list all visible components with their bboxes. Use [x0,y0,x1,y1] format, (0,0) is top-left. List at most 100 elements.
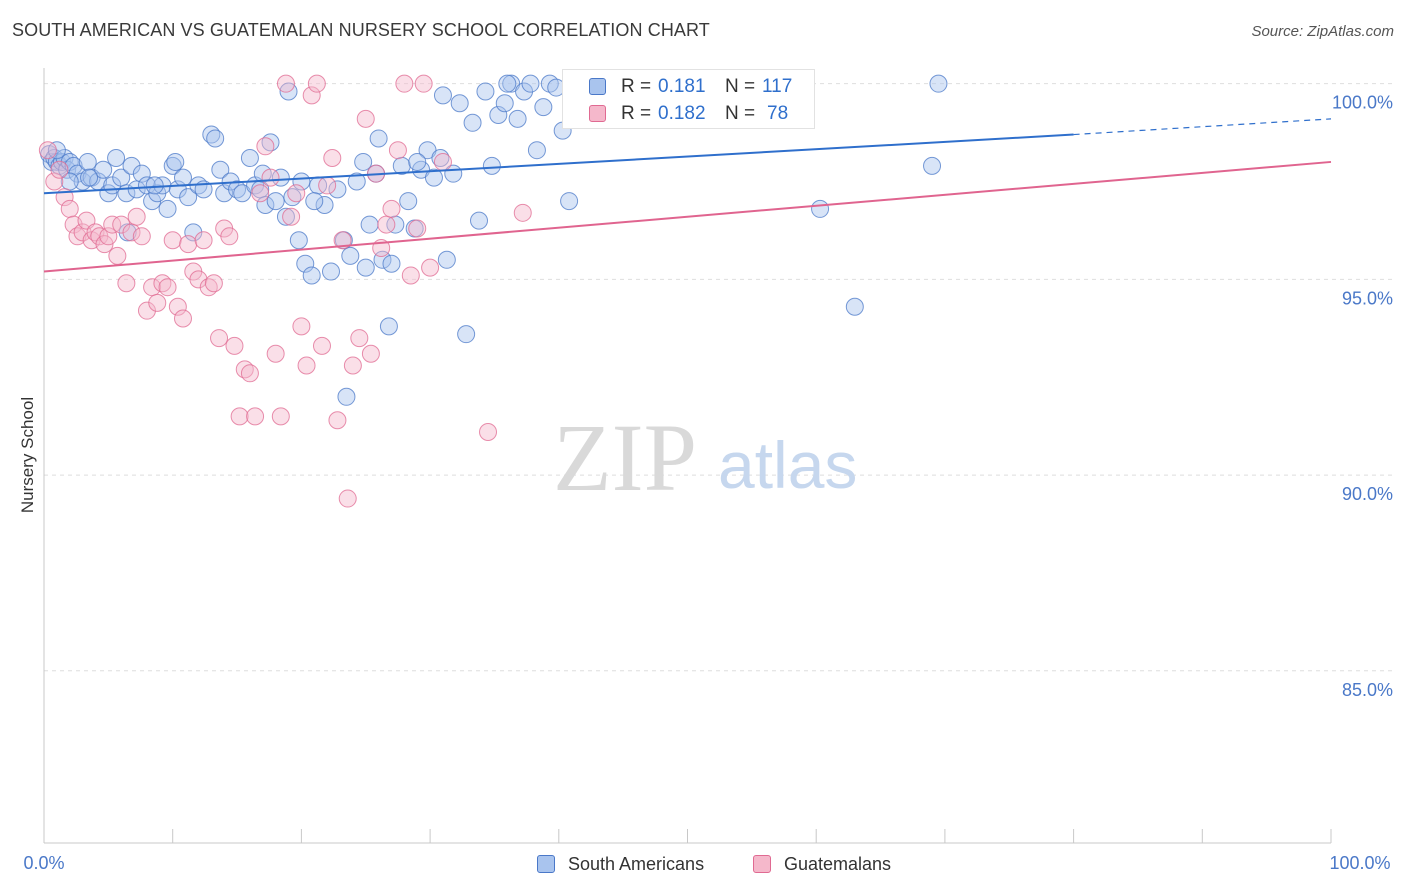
legend-swatch-pink [589,105,606,122]
data-point [145,176,164,195]
data-point [328,411,347,430]
data-point [271,407,290,426]
data-point [240,364,259,383]
bottom-legend-guatemalans: Guatemalans [753,853,933,875]
data-point [148,293,167,312]
data-point [78,152,97,171]
data-point [158,278,177,297]
data-point [251,184,270,203]
data-point [508,109,527,128]
x-tick-label: 0.0% [23,853,64,873]
trend-line-south-americans [43,133,1074,195]
data-point [271,168,290,187]
data-point [173,309,192,328]
data-point [302,86,321,105]
legend-row-guatemalans: R = 0.182 N = 78 [563,102,814,126]
data-point [401,266,420,285]
axes [43,68,1332,844]
data-point [179,235,198,254]
data-point [179,188,198,207]
chart-title: SOUTH AMERICAN VS GUATEMALAN NURSERY SCH… [12,20,710,40]
data-point [437,250,456,269]
y-tick-label: 100.0% [1332,93,1393,113]
data-point [296,254,315,273]
data-point [210,329,229,348]
data-point [302,266,321,285]
data-point [350,329,369,348]
legend-swatch-blue [589,78,606,95]
data-point [811,199,830,218]
data-point [266,192,285,211]
data-point [307,74,326,93]
data-point [408,152,427,171]
legend-r-label: R = [621,76,652,97]
bottom-legend-label: Guatemalans [784,854,892,874]
data-point [337,387,356,406]
data-point [328,180,347,199]
data-point [292,317,311,336]
bottom-swatch-blue [537,855,555,873]
data-point [408,219,427,238]
data-point [414,74,433,93]
watermark-atlas: atlas [718,428,857,502]
legend-n-value: 78 [767,103,789,124]
data-point [929,74,948,93]
data-point [206,129,225,148]
data-point [60,199,79,218]
tick-labels: 100.0% 95.0% 90.0% 85.0% 0.0% 100.0% [23,93,1393,873]
data-point [498,74,517,93]
watermark: ZIP atlas [553,404,857,511]
data-point [845,297,864,316]
data-point [276,207,295,226]
data-point [194,231,213,250]
data-point [470,211,489,230]
data-point [107,149,126,168]
data-point [433,152,452,171]
series-guatemalans [38,74,532,508]
data-point [482,156,501,175]
data-point [246,407,265,426]
data-point [560,192,579,211]
data-point [322,262,341,281]
watermark-zip: ZIP [553,404,697,511]
legend-n-label: N = [725,103,756,124]
trend-lines [43,118,1332,273]
data-point [341,246,360,265]
data-point [521,74,540,93]
data-point [73,223,92,242]
data-point [256,195,275,214]
data-point [166,152,185,171]
data-point [50,160,69,179]
chart-source: Source: ZipAtlas.com [1251,23,1394,40]
data-point [99,227,118,246]
data-point [388,141,407,160]
data-point [45,172,64,191]
data-point [433,86,452,105]
bottom-legend-label: South Americans [568,854,705,874]
data-point [103,215,122,234]
data-point [489,105,508,124]
data-point [379,317,398,336]
data-point [356,109,375,128]
data-point [382,254,401,273]
data-point [476,82,495,101]
data-point [457,325,476,344]
correlation-legend: R = 0.181 N = 117 R = 0.182 N = 78 [562,69,815,129]
data-point [132,164,151,183]
data-point [421,258,440,277]
legend-n-value: 117 [762,76,793,97]
data-point [399,192,418,211]
trend-line-extension [1073,118,1332,136]
data-point [276,74,295,93]
data-point [292,172,311,191]
data-point [240,149,259,168]
data-point [333,231,352,250]
data-point [204,274,223,293]
data-point [369,129,388,148]
data-point [127,207,146,226]
data-point [80,168,99,187]
data-point [220,227,239,246]
data-point [287,184,306,203]
data-point [354,152,373,171]
